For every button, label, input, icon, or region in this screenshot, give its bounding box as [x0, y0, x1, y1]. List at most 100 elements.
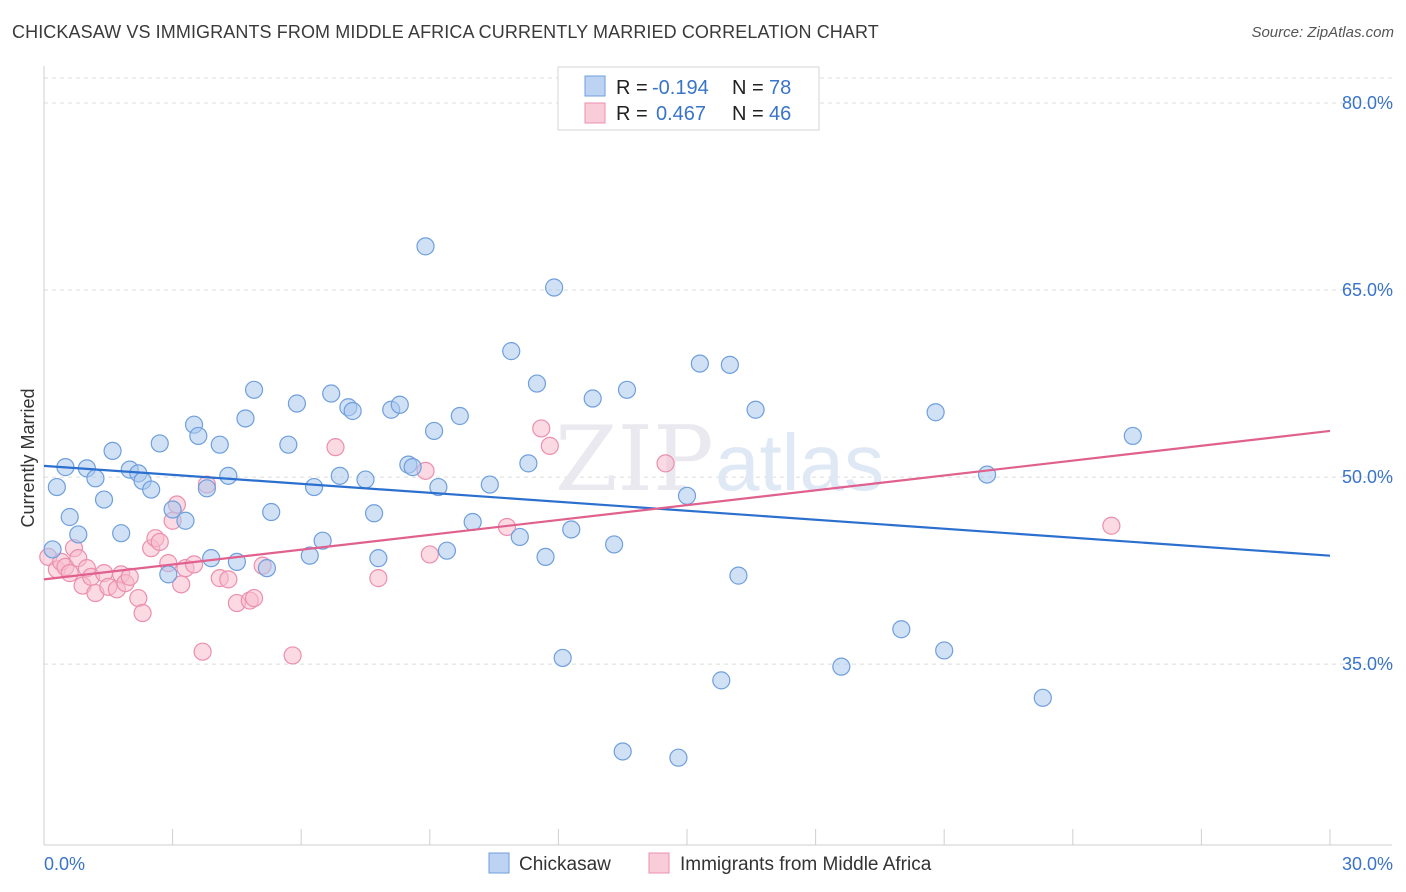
point-chickasaw — [69, 525, 88, 544]
point-chickasaw — [210, 435, 229, 454]
point-chickasaw — [712, 671, 731, 690]
point-immigrants — [532, 419, 551, 438]
trend-lines — [43, 429, 1331, 581]
y-tick-labels: 35.0% 50.0% 65.0% 80.0% — [1342, 93, 1393, 674]
point-chickasaw — [244, 380, 264, 399]
legend-r-value-blue: -0.194 — [652, 77, 709, 99]
point-chickasaw — [390, 395, 409, 414]
point-chickasaw — [287, 394, 307, 413]
point-chickasaw — [690, 354, 709, 373]
point-immigrants — [129, 588, 148, 608]
point-chickasaw — [669, 748, 688, 767]
point-chickasaw — [463, 512, 482, 532]
point-chickasaw — [562, 520, 581, 539]
trend-line-immigrants — [43, 429, 1331, 581]
point-chickasaw — [1033, 688, 1052, 707]
point-chickasaw — [202, 549, 221, 568]
point-chickasaw — [369, 549, 388, 568]
point-chickasaw — [583, 389, 602, 408]
stats-legend: R = -0.194 N = 78 R = 0.467 N = 46 — [557, 66, 820, 131]
point-chickasaw — [197, 479, 216, 498]
point-immigrants — [656, 454, 675, 473]
point-immigrants — [420, 545, 439, 564]
point-immigrants — [326, 438, 345, 457]
series-legend-swatch-chickasaw — [488, 852, 510, 874]
point-immigrants — [133, 603, 152, 623]
point-chickasaw — [977, 465, 997, 484]
point-chickasaw — [86, 469, 105, 488]
legend-r-label-blue: R = — [616, 77, 648, 99]
gridlines — [44, 77, 1392, 665]
source-label: Source: ZipAtlas.com — [1251, 24, 1394, 41]
point-immigrants — [184, 555, 204, 574]
point-chickasaw — [926, 403, 945, 422]
point-chickasaw — [112, 524, 131, 543]
point-chickasaw — [43, 540, 62, 559]
point-chickasaw — [356, 470, 375, 489]
point-chickasaw — [424, 421, 444, 441]
point-immigrants — [283, 646, 302, 665]
legend-swatch-pink — [584, 102, 606, 124]
y-tick-label: 80.0% — [1342, 93, 1393, 113]
point-chickasaw — [677, 486, 697, 505]
point-chickasaw — [746, 400, 765, 419]
chart-title: CHICKASAW VS IMMIGRANTS FROM MIDDLE AFRI… — [12, 22, 879, 42]
point-chickasaw — [545, 278, 564, 297]
series-legend-label-chickasaw: Chickasaw — [519, 854, 611, 875]
point-chickasaw — [300, 546, 319, 565]
point-immigrants — [1102, 516, 1121, 535]
point-chickasaw — [103, 441, 122, 460]
point-chickasaw — [429, 477, 448, 497]
point-chickasaw — [502, 342, 521, 361]
legend-r-label-pink: R = — [616, 103, 648, 125]
point-chickasaw — [47, 477, 66, 497]
point-immigrants — [60, 564, 79, 583]
point-chickasaw — [935, 641, 954, 660]
point-chickasaw — [313, 531, 332, 550]
x-tick-labels: 0.0% 30.0% — [44, 854, 1393, 874]
watermark-atlas: atlas — [715, 418, 884, 507]
y-axis-label: Currently Married — [18, 388, 38, 527]
point-chickasaw — [1123, 426, 1142, 446]
point-chickasaw — [142, 480, 161, 499]
point-immigrants — [219, 570, 238, 589]
point-chickasaw — [510, 527, 529, 547]
point-chickasaw — [219, 466, 238, 485]
point-chickasaw — [519, 454, 538, 473]
point-chickasaw — [527, 374, 547, 393]
legend-swatch-blue — [584, 75, 606, 97]
point-chickasaw — [729, 566, 748, 585]
point-chickasaw — [176, 511, 195, 530]
point-chickasaw — [605, 535, 624, 554]
point-chickasaw — [403, 458, 422, 477]
point-immigrants — [540, 436, 559, 456]
point-chickasaw — [60, 507, 79, 527]
point-chickasaw — [450, 406, 469, 426]
point-chickasaw — [262, 502, 281, 522]
point-immigrants — [193, 642, 212, 661]
point-chickasaw — [416, 237, 435, 256]
point-chickasaw — [322, 384, 341, 403]
point-chickasaw — [553, 648, 572, 668]
y-tick-label: 65.0% — [1342, 280, 1393, 300]
point-chickasaw — [613, 742, 632, 761]
point-chickasaw — [304, 477, 324, 497]
point-chickasaw — [236, 409, 255, 428]
point-immigrants — [244, 588, 264, 608]
point-chickasaw — [892, 620, 911, 639]
legend-n-value-blue: 78 — [769, 77, 791, 99]
series-legend-swatch-immigrants — [648, 852, 670, 874]
point-chickasaw — [257, 559, 277, 578]
point-chickasaw — [150, 434, 169, 453]
point-chickasaw — [163, 500, 182, 519]
legend-n-label-blue: N = — [732, 77, 764, 99]
axes — [43, 66, 1392, 846]
x-tick-label: 30.0% — [1342, 854, 1393, 874]
point-immigrants — [150, 532, 169, 552]
watermark: ZIP atlas — [555, 407, 884, 512]
point-chickasaw — [480, 475, 499, 494]
point-chickasaw — [189, 426, 208, 446]
point-chickasaw — [617, 380, 637, 399]
point-chickasaw — [279, 435, 298, 454]
